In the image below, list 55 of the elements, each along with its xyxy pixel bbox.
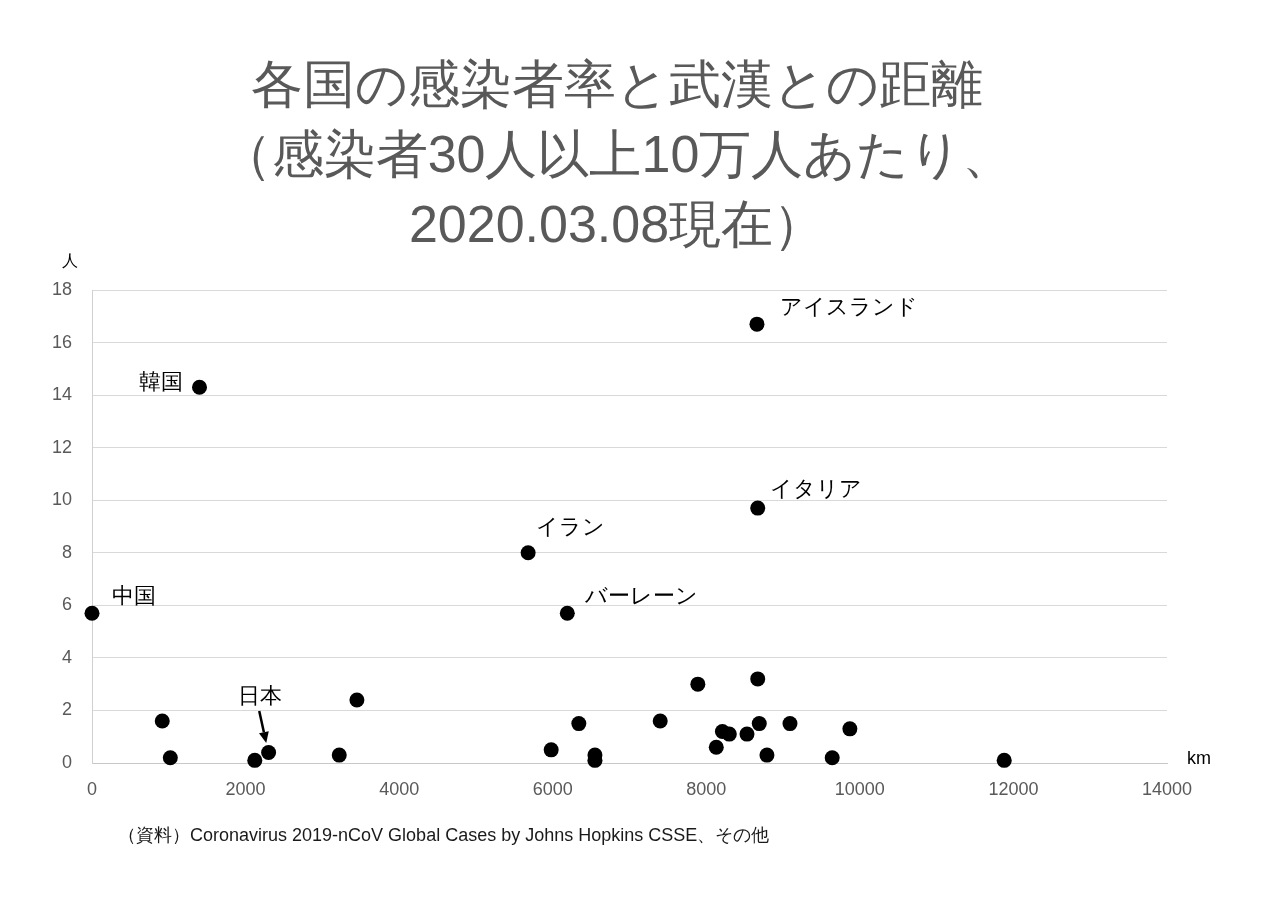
x-tick-label: 2000 [225,778,266,799]
point [739,726,755,742]
y-tick-label: 16 [51,331,72,352]
point [708,739,724,755]
point [154,713,170,729]
y-tick-label: 4 [61,646,72,667]
x-tick-label: 10000 [834,778,885,799]
x-axis-title: km [1187,747,1211,768]
point [331,747,347,763]
point [824,750,840,766]
annotation: イタリア [769,476,862,502]
text: （資料）Coronavirus 2019-nCoV Global Cases by Johns Hopkins CSSE、その他 [118,824,770,845]
annotation: 中国 [112,583,156,609]
point [349,692,365,708]
annotation: イラン [536,513,606,539]
point [750,500,766,516]
y-tick-label: 0 [61,751,72,772]
annotation: 日本 [237,682,282,708]
annotation: アイスランド [779,294,918,320]
point [750,671,766,687]
y-axis-title: 人 [62,252,78,270]
x-tick-label: 8000 [686,778,727,799]
point [571,716,587,732]
point [162,750,178,766]
annotation: バーレーン [584,583,699,609]
point [652,713,668,729]
y-tick-label: 2 [61,699,72,720]
y-tick-label: 12 [51,436,72,457]
annotation: 韓国 [138,369,183,395]
point [192,379,207,395]
point [782,716,798,732]
point [749,316,765,332]
y-tick-label: 18 [51,278,72,299]
x-tick-label: 14000 [1141,778,1193,799]
point [751,716,767,732]
point [690,676,706,692]
chart-title: 各国の感染者率と武漢との距離（感染者30人以上10万人あたり、2020.03.08現在） [219,55,1015,254]
x-tick-label: 12000 [988,778,1039,799]
x-tick-label: 4000 [379,778,420,799]
point [261,744,277,760]
y-tick-label: 10 [51,489,72,510]
point [247,752,263,768]
point [84,605,100,621]
point [559,605,575,621]
x-tick-label: 0 [86,778,98,799]
point [759,747,775,763]
x-tick-label: 6000 [532,778,573,799]
y-tick-label: 14 [51,384,72,405]
point [996,752,1012,768]
point [543,742,559,758]
point [842,721,858,737]
y-tick-label: 8 [61,541,72,562]
y-tick-label: 6 [61,594,72,615]
point [721,726,737,742]
point [520,545,536,561]
